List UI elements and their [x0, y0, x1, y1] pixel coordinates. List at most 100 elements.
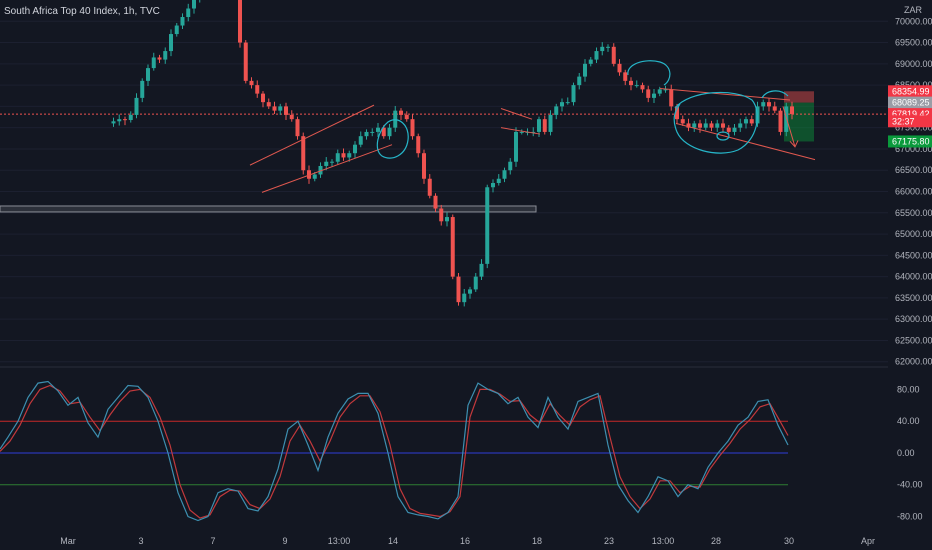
candle-body: [289, 114, 294, 120]
time-tick-label: 13:00: [328, 536, 351, 546]
candle-body: [646, 89, 651, 98]
candle-body: [588, 59, 593, 64]
candle-body: [353, 144, 357, 154]
candle-body: [364, 131, 369, 137]
candle-body: [640, 85, 645, 90]
oscillator-tick-label: 0.00: [897, 448, 915, 458]
candle-body: [537, 119, 541, 132]
price-tick-label: 67500.00: [895, 123, 932, 133]
candle-body: [485, 187, 490, 264]
time-tick-label: Apr: [861, 536, 875, 546]
candle-body: [784, 106, 789, 132]
time-tick-label: 30: [784, 536, 794, 546]
price-tick-label: 64500.00: [895, 250, 932, 260]
price-tick-label: 70000.00: [895, 16, 932, 26]
time-tick-label: 23: [604, 536, 614, 546]
price-tag-label: 67175.80: [892, 136, 930, 146]
candle-body: [266, 102, 271, 107]
oscillator-levels: [0, 420, 788, 486]
price-tick-label: 62500.00: [895, 335, 932, 345]
chart-title: South Africa Top 40 Index, 1h, TVC: [4, 6, 160, 17]
currency-label: ZAR: [904, 5, 923, 15]
candle-body: [128, 114, 133, 121]
oscillator-tick-label: 80.00: [897, 384, 920, 394]
candle-body: [278, 106, 283, 111]
short-position-tool[interactable]: [784, 91, 814, 142]
support-zone[interactable]: [0, 205, 537, 213]
candle-body: [174, 25, 179, 35]
trend-line: [261, 144, 393, 193]
price-tick-label: 68500.00: [895, 80, 932, 90]
candle-body: [238, 0, 242, 43]
candle-body: [554, 106, 559, 115]
hand-drawn-annotations[interactable]: [376, 60, 789, 159]
time-tick-label: 7: [210, 536, 215, 546]
candle-body: [606, 46, 610, 48]
candle-body: [163, 51, 168, 60]
arrow-annotation[interactable]: [782, 106, 799, 148]
candle-body: [519, 131, 524, 133]
candle-body: [169, 34, 173, 52]
trend-line: [500, 108, 533, 120]
oscillator-tick-label: -40.00: [897, 480, 923, 490]
candle-body: [272, 106, 277, 111]
ellipse-annotation-1[interactable]: [376, 119, 409, 159]
support-zone-rect: [0, 205, 537, 213]
candle-body: [312, 174, 317, 179]
time-tick-label: 16: [460, 536, 470, 546]
price-tick-label: 63000.00: [895, 314, 932, 324]
candle-body: [531, 131, 536, 133]
candle-body: [675, 106, 679, 120]
candle-body: [790, 106, 794, 115]
price-tick-label: 64000.00: [895, 272, 932, 282]
candle-body: [473, 276, 478, 290]
candle-body: [772, 106, 777, 111]
candle-body: [422, 153, 426, 179]
candle-body: [151, 57, 156, 69]
candle-body: [249, 80, 254, 86]
candle-body: [594, 51, 599, 60]
candle-body: [508, 161, 513, 171]
price-axis: 62000.00 62500.00 63000.00 63500.00 64000.00…: [895, 16, 932, 366]
candle-body: [134, 97, 139, 115]
candle-body: [548, 114, 553, 132]
candle-body: [192, 0, 196, 9]
oscillator-tick-label: -80.00: [897, 512, 923, 522]
price-tag-box: [888, 115, 932, 128]
trend-line: [249, 104, 375, 166]
candle-body: [698, 123, 702, 128]
candle-body: [514, 131, 518, 162]
candle-body: [117, 119, 122, 122]
small-circle-annotation[interactable]: [716, 131, 730, 141]
time-tick-label: 13:00: [652, 536, 675, 546]
candle-body: [611, 46, 616, 64]
candle-body: [243, 42, 248, 81]
candle-body: [657, 89, 662, 94]
ellipse-annotation-3[interactable]: [673, 91, 758, 154]
time-tick-label: Mar: [60, 536, 76, 546]
candle-body: [634, 85, 639, 87]
arc-annotation-4[interactable]: [761, 90, 789, 99]
candle-body: [427, 178, 432, 196]
candle-body: [726, 127, 731, 132]
price-tick-label: 67000.00: [895, 144, 932, 154]
candle-body: [157, 57, 162, 60]
candle-body: [663, 89, 668, 91]
arc-annotation-2[interactable]: [627, 60, 671, 86]
trend-line-drawings[interactable]: [249, 88, 816, 193]
candle-body: [404, 114, 409, 120]
candle-body: [491, 183, 495, 188]
candle-body: [629, 80, 633, 86]
candle-body: [744, 119, 748, 124]
candle-body: [324, 161, 329, 166]
candle-body: [140, 80, 145, 98]
candle-body: [255, 85, 260, 94]
candle-body: [387, 127, 392, 137]
time-tick-label: 9: [282, 536, 287, 546]
candle-body: [583, 63, 587, 77]
candle-body: [502, 170, 507, 179]
trend-line: [659, 88, 791, 101]
